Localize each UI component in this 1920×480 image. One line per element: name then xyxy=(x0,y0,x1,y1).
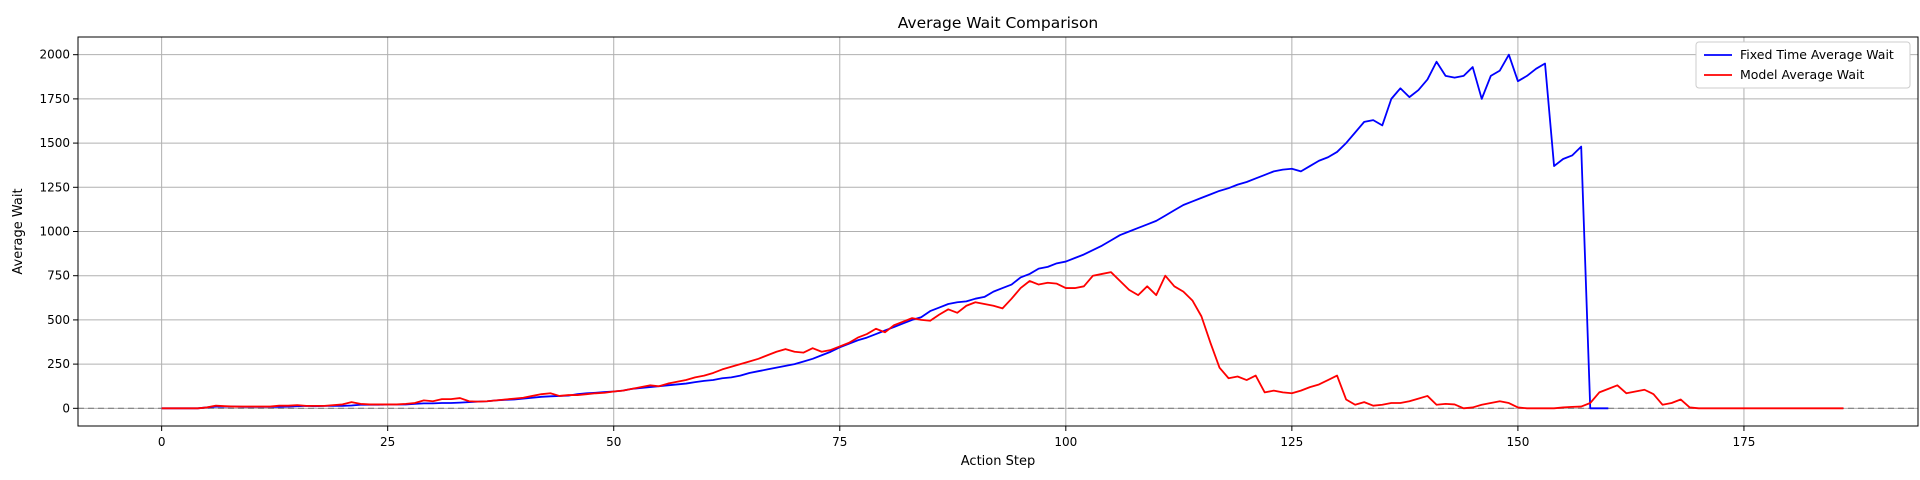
x-tick-label: 25 xyxy=(380,435,395,449)
y-tick-label: 1250 xyxy=(39,180,70,194)
y-axis-label: Average Wait xyxy=(11,188,26,274)
series-line-1 xyxy=(161,271,1844,410)
grid xyxy=(78,37,1918,426)
series-lines xyxy=(161,53,1844,410)
x-tick-label: 50 xyxy=(606,435,621,449)
legend: Fixed Time Average Wait Model Average Wa… xyxy=(1695,41,1911,89)
y-tick-label: 0 xyxy=(62,401,70,415)
x-tick-label: 75 xyxy=(832,435,847,449)
legend-box xyxy=(1695,41,1911,89)
y-tick-label: 750 xyxy=(47,269,70,283)
x-tick-label: 100 xyxy=(1054,435,1077,449)
x-tick-label: 0 xyxy=(158,435,166,449)
x-tick-label: 175 xyxy=(1732,435,1755,449)
x-tick-label: 125 xyxy=(1280,435,1303,449)
y-tick-label: 250 xyxy=(47,357,70,371)
chart-title: Average Wait Comparison xyxy=(898,14,1099,32)
legend-label-model: Model Average Wait xyxy=(1740,67,1865,82)
y-tick-label: 1500 xyxy=(39,136,70,150)
x-axis-ticks: 0 25 50 75 100 125 150 175 xyxy=(158,426,1755,449)
y-axis-ticks: 0 250 500 750 1000 1250 1500 1750 2000 xyxy=(39,48,78,415)
legend-label-fixed-time: Fixed Time Average Wait xyxy=(1740,47,1894,62)
y-tick-label: 2000 xyxy=(39,48,70,62)
x-axis-label: Action Step xyxy=(961,454,1035,469)
y-tick-label: 500 xyxy=(47,313,70,327)
x-tick-label: 150 xyxy=(1506,435,1529,449)
y-tick-label: 1750 xyxy=(39,92,70,106)
y-tick-label: 1000 xyxy=(39,225,70,239)
